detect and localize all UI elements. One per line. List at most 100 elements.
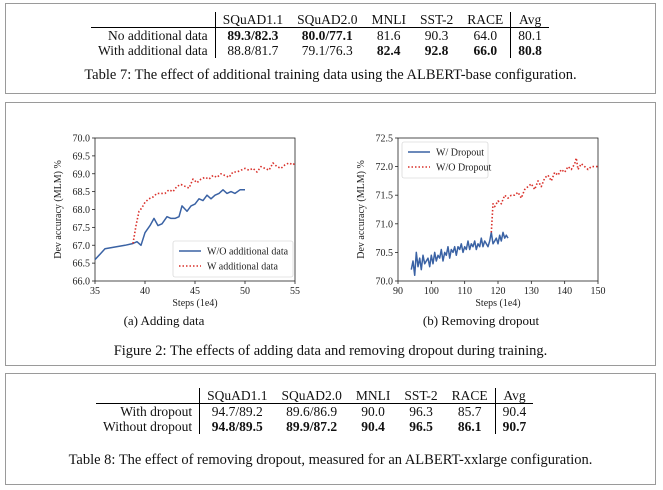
chart-adding-data: 35 40 45 50 55 66.0 66.5 67.0 67.5 68.0 68.5 69.0 69… — [53, 134, 300, 310]
chart-removing-dropout: 90 100 110 120 130 140 150 70.0 70.5 71.0 71.5 72.0… — [356, 134, 606, 310]
table7: SQuAD1.1 SQuAD2.0 MNLI SST-2 RACE Avg No… — [91, 12, 549, 58]
table-row: No additional data 89.3/82.3 80.0/77.1 8… — [91, 27, 549, 43]
table8-header-row: SQuAD1.1 SQuAD2.0 MNLI SST-2 RACE Avg — [96, 388, 534, 404]
table8-cell: 90.7 — [494, 419, 534, 434]
x-tick-label: 50 — [240, 286, 250, 297]
y-tick-label: 69.5 — [73, 151, 91, 162]
table8-corner — [96, 388, 201, 404]
y-tick-label: 71.0 — [376, 219, 394, 230]
x-tick-label: 100 — [424, 286, 439, 297]
table7-cell: 89.3/82.3 — [227, 28, 279, 43]
figure2-panel: 35 40 45 50 55 66.0 66.5 67.0 67.5 68.0 68.5 69.0 69… — [5, 102, 656, 366]
table8-cell: 96.5 — [409, 419, 433, 434]
x-tick-label: 130 — [524, 286, 539, 297]
table-row: With additional data 88.8/81.7 79.1/76.3… — [91, 43, 549, 58]
table8-cell: 90.0 — [361, 404, 385, 419]
y-tick-label: 70.0 — [376, 277, 394, 288]
table7-cell: 66.0 — [473, 43, 498, 58]
table8-cell: 89.6/86.9 — [286, 404, 338, 419]
x-tick-label: 45 — [190, 286, 200, 297]
legend-label: W/O additional data — [207, 247, 289, 258]
table8-cell: 85.7 — [457, 404, 482, 419]
table8-cell: 89.9/87.2 — [286, 419, 338, 434]
x-tick-label: 150 — [591, 286, 606, 297]
y-tick-label: 69.0 — [73, 169, 91, 180]
table7-cell: 79.1/76.3 — [301, 43, 353, 58]
table8-cell: 86.1 — [457, 419, 482, 434]
table7-row-label: No additional data — [91, 27, 216, 43]
table8-cell: 94.8/89.5 — [211, 419, 263, 434]
table8-col-header: MNLI — [348, 388, 398, 404]
subcaption-a: (a) Adding data — [123, 313, 205, 328]
x-tick-label: 35 — [90, 286, 100, 297]
table8: SQuAD1.1 SQuAD2.0 MNLI SST-2 RACE Avg Wi… — [96, 388, 534, 434]
series-line-1 — [94, 189, 245, 261]
table7-cell: 92.8 — [424, 43, 449, 58]
x-axis-label: Steps (1e4) — [172, 298, 217, 309]
table7-header-row: SQuAD1.1 SQuAD2.0 MNLI SST-2 RACE Avg — [91, 12, 549, 28]
y-tick-label: 66.5 — [73, 259, 91, 270]
table-row: With dropout 94.7/89.2 89.6/86.9 90.0 96… — [96, 403, 534, 419]
x-tick-label: 90 — [393, 286, 403, 297]
table7-cell: 80.0/77.1 — [301, 28, 353, 43]
table8-row-label: Without dropout — [96, 419, 201, 434]
table7-cell: 82.4 — [376, 43, 401, 58]
series-line-1 — [410, 231, 509, 277]
legend-box — [401, 141, 489, 179]
table8-caption: Table 8: The effect of removing dropout,… — [68, 452, 593, 468]
y-tick-label: 72.5 — [376, 134, 394, 145]
table7-col-header: MNLI — [364, 12, 413, 28]
x-tick-label: 120 — [491, 286, 506, 297]
legend-label: W/O Dropout — [436, 163, 491, 174]
y-tick-label: 67.0 — [73, 241, 91, 252]
table8-col-header: SQuAD1.1 — [199, 388, 275, 404]
table7-caption: Table 7: The effect of additional traini… — [84, 67, 577, 83]
table8-cell: 96.3 — [409, 404, 433, 419]
table7-col-header: SQuAD2.0 — [290, 12, 365, 28]
table8-cell: 90.4 — [494, 403, 534, 419]
table7-col-header: SST-2 — [412, 12, 461, 28]
table8-col-header: Avg — [494, 388, 534, 404]
table8-col-header: SQuAD2.0 — [274, 388, 349, 404]
table8-row-label: With dropout — [96, 403, 201, 419]
y-tick-label: 70.0 — [73, 134, 91, 145]
table8-cell: 90.4 — [361, 419, 385, 434]
y-tick-label: 71.5 — [376, 191, 394, 202]
y-axis-label: Dev accuracy (MLM) % — [53, 160, 64, 259]
x-tick-label: 140 — [557, 286, 572, 297]
subcaption-b: (b) Removing dropout — [422, 313, 540, 328]
legend-label: W additional data — [207, 262, 278, 273]
y-tick-label: 66.0 — [73, 277, 91, 288]
table7-row-label: With additional data — [91, 43, 216, 58]
table7-col-header: RACE — [460, 12, 511, 28]
y-tick-label: 67.5 — [73, 223, 91, 234]
y-axis-label: Dev accuracy (MLM) % — [356, 160, 367, 259]
table7-cell: 81.6 — [376, 28, 401, 43]
y-tick-label: 68.5 — [73, 187, 91, 198]
table7-col-header: Avg — [510, 12, 549, 28]
y-tick-label: 72.0 — [376, 162, 394, 173]
table7-cell: 80.8 — [510, 43, 549, 58]
legend-box — [172, 240, 294, 278]
x-tick-label: 55 — [290, 286, 300, 297]
y-tick-label: 70.5 — [376, 248, 394, 259]
table8-cell: 94.7/89.2 — [211, 404, 263, 419]
legend: W/ Dropout W/O Dropout — [401, 141, 491, 179]
legend-label: W/ Dropout — [436, 148, 484, 159]
table7-cell: 90.3 — [424, 28, 449, 43]
table7-cell: 64.0 — [473, 28, 498, 43]
table7-corner — [91, 12, 216, 28]
x-axis-label: Steps (1e4) — [475, 298, 520, 309]
series-line-2 — [490, 157, 598, 233]
series-line-2 — [132, 162, 296, 244]
table8-panel: SQuAD1.1 SQuAD2.0 MNLI SST-2 RACE Avg Wi… — [5, 373, 656, 485]
table8-col-header: RACE — [444, 388, 496, 404]
table-row: Without dropout 94.8/89.5 89.9/87.2 90.4… — [96, 419, 534, 434]
x-tick-label: 110 — [457, 286, 472, 297]
table8-col-header: SST-2 — [397, 388, 445, 404]
legend: W/O additional data W additional data — [172, 240, 294, 278]
table7-cell: 80.1 — [510, 27, 549, 43]
x-tick-label: 40 — [140, 286, 150, 297]
table7-cell: 88.8/81.7 — [227, 43, 279, 58]
y-tick-label: 68.0 — [73, 205, 91, 216]
